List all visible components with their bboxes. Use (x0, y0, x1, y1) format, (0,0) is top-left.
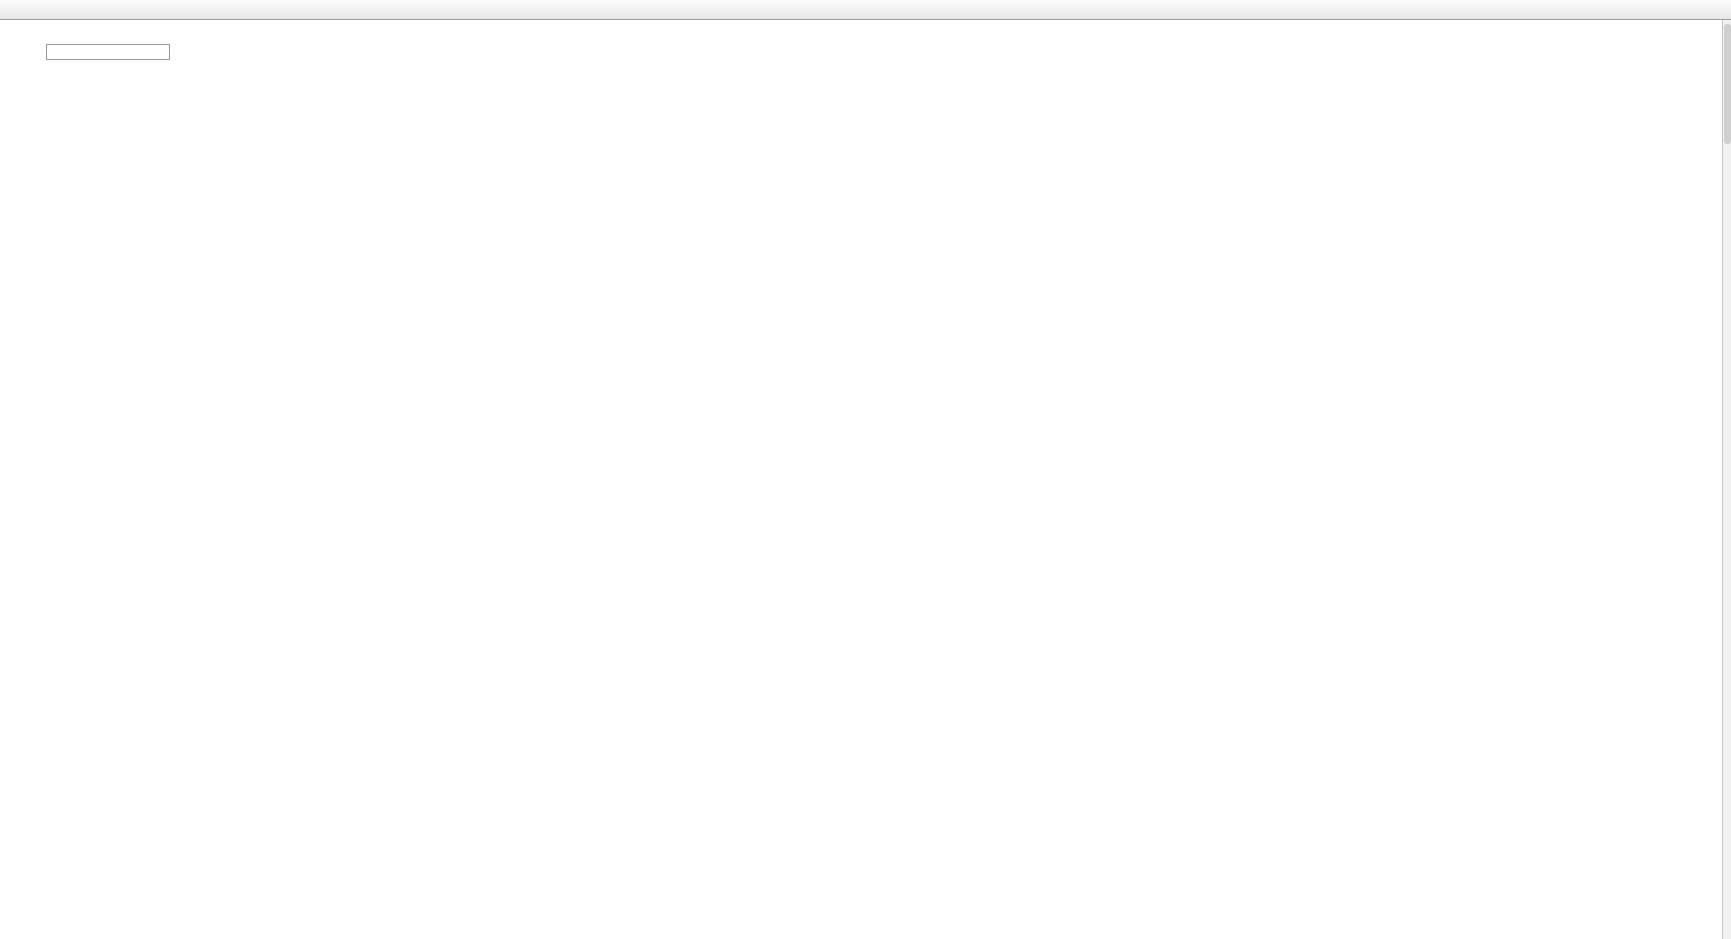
volume-input[interactable] (46, 44, 170, 60)
chart-window (0, 20, 1731, 939)
sell-price-display[interactable] (2, 60, 107, 98)
main-toolbar (0, 0, 1731, 20)
one-click-trading-panel (2, 44, 214, 98)
buy-button[interactable] (170, 44, 214, 60)
chart-canvas[interactable] (0, 20, 1731, 939)
macd-indicator-label (4, 580, 19, 592)
chart-symbol-caption (6, 28, 14, 40)
buy-price-display[interactable] (109, 60, 214, 98)
scrollbar-thumb[interactable] (1724, 24, 1731, 144)
sell-button[interactable] (2, 44, 46, 60)
vertical-scrollbar[interactable] (1722, 20, 1731, 939)
rsi-indicator-label (4, 750, 14, 762)
